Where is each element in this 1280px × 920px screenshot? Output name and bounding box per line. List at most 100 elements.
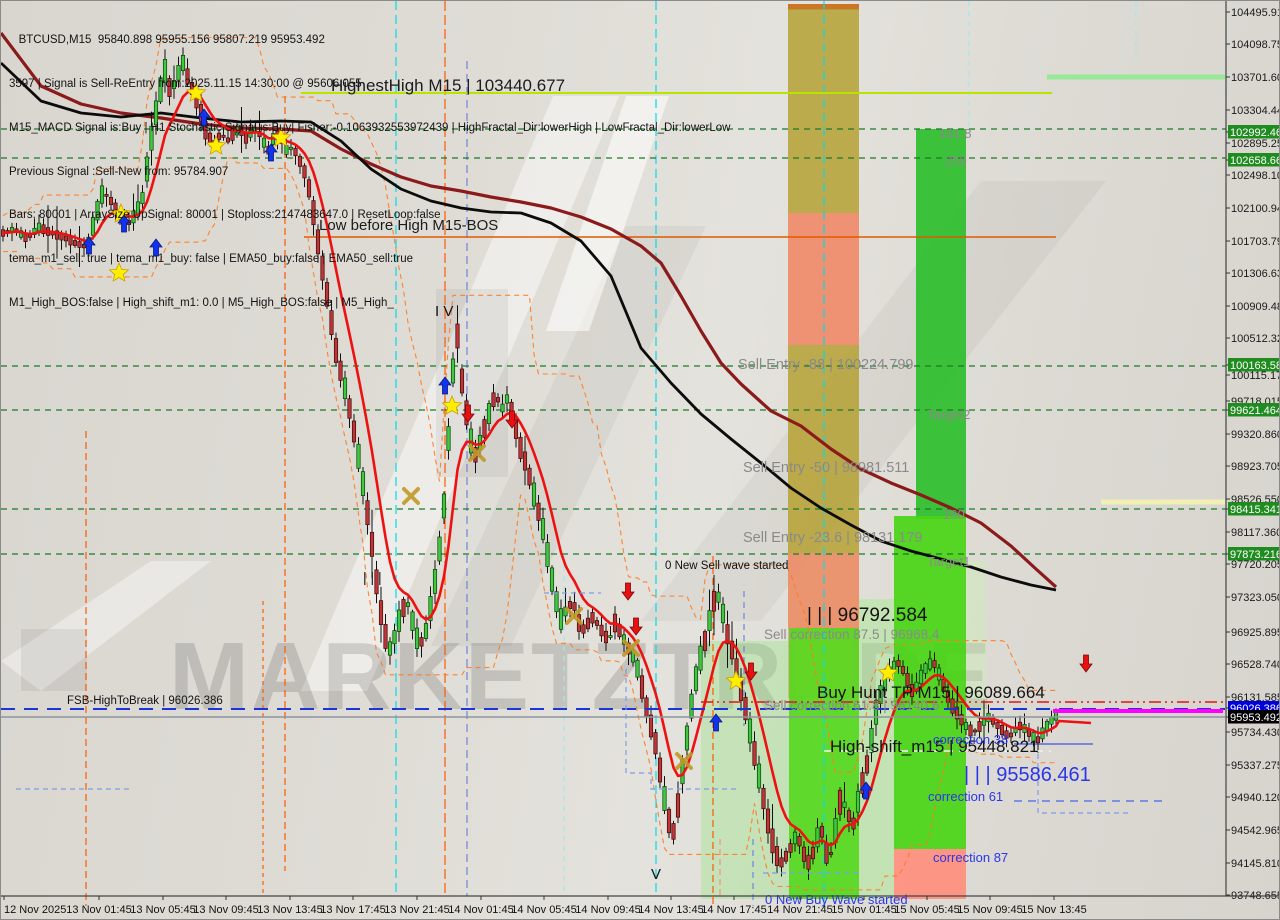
buy-arrow-icon	[859, 781, 873, 800]
price-axis-label: 102498.100	[1231, 170, 1280, 182]
x-mark-icon	[565, 607, 583, 625]
price-badge-label: 97873.216	[1230, 549, 1280, 561]
price-badge	[1228, 710, 1279, 724]
price-axis-label: 97323.050	[1231, 592, 1280, 604]
price-badge-label: 100163.589	[1230, 360, 1280, 372]
signal-star-icon	[725, 669, 747, 690]
price-badge	[1228, 403, 1279, 417]
chart-annotation: 250	[945, 153, 967, 168]
buy-arrow-icon	[197, 108, 211, 127]
price-badge-label: 98415.341	[1230, 504, 1280, 516]
green-wash-mid	[859, 599, 894, 899]
price-axis-label: 101703.790	[1231, 236, 1280, 248]
chart-annotation: 161.8	[939, 126, 972, 141]
green-box-upper	[916, 129, 966, 519]
time-axis-label: 15 Nov 05:45	[894, 904, 959, 916]
buy-arrow-icon	[149, 238, 163, 257]
price-badge	[1228, 502, 1279, 516]
buy-arrow-icon	[438, 376, 452, 395]
chart-annotation: Sell correction 61.8 | 96140.6	[764, 698, 939, 713]
time-axis-label: 13 Nov 13:45	[257, 904, 322, 916]
chart-annotation: Sell correction 87.5 | 96968.4	[764, 627, 940, 642]
price-badge	[1228, 153, 1279, 167]
price-axis-label: 100512.325	[1231, 333, 1280, 345]
time-axis-label: 14 Nov 09:45	[575, 904, 640, 916]
time-axis-label: 14 Nov 05:45	[511, 904, 576, 916]
price-axis-label: 98117.360	[1231, 527, 1280, 539]
sell-arrow-icon	[629, 617, 643, 636]
annotations-layer: HighestHigh M15 | 103440.677 Low before H…	[67, 76, 1091, 907]
zones-layer	[21, 4, 986, 899]
time-axis-label: 14 Nov 13:45	[638, 904, 703, 916]
x-mark-icon	[622, 639, 640, 657]
price-axis-label: 102100.945	[1231, 203, 1280, 215]
time-axis-label: 14 Nov 21:45	[767, 904, 832, 916]
fractal-envelopes	[2, 36, 1056, 891]
price-badge	[1228, 358, 1279, 372]
time-axis-label: 13 Nov 09:45	[193, 904, 258, 916]
price-badge-label: 99621.464	[1230, 405, 1280, 417]
chart-annotation: correction 61	[928, 789, 1003, 804]
watermark: MARKETZTRADE	[1, 96, 1106, 730]
price-axis-label: 98923.705	[1231, 461, 1280, 473]
signal-star-icon	[185, 81, 207, 102]
chart-annotation: High-shift_m15 | 95448.821	[830, 737, 1039, 756]
chart-annotation: correction 38	[933, 732, 1008, 747]
price-axis-label: 94145.810	[1231, 858, 1280, 870]
time-axis-label: 12 Nov 2025	[4, 904, 66, 916]
chart-annotation: HighestHigh M15 | 103440.677	[331, 76, 565, 95]
buy-arrow-icon	[709, 713, 723, 732]
time-axis-label: 13 Nov 21:45	[384, 904, 449, 916]
chart-annotation: | | | 95586.461	[964, 764, 1091, 786]
time-axis-label: 13 Nov 05:45	[130, 904, 195, 916]
chart-annotation: Target1	[927, 554, 970, 569]
chart-annotation: Low before High M15-BOS	[319, 217, 498, 234]
buy-arrow-icon	[117, 214, 131, 233]
price-badge-label: 95953.492	[1230, 712, 1280, 724]
price-axis-label: 99320.860	[1231, 429, 1280, 441]
price-axis-label: 104098.755	[1231, 39, 1280, 51]
gray-box-left	[21, 629, 87, 691]
time-axis-label: 15 Nov 09:45	[957, 904, 1022, 916]
time-axis-label: 15 Nov 13:45	[1021, 904, 1086, 916]
ma-fast	[2, 90, 1092, 847]
chart-annotation: correction 87	[933, 850, 1008, 865]
price-axis-label: 96528.740	[1231, 659, 1280, 671]
green-wash-right	[966, 561, 986, 741]
signal-star-icon	[205, 134, 227, 155]
time-axis-label: 14 Nov 01:45	[448, 904, 513, 916]
chart-annotation: Sell Entry -88 | 100224.799	[738, 357, 913, 373]
markers-layer	[82, 81, 1093, 800]
price-axis-label: 103701.600	[1231, 72, 1280, 84]
time-axis-label: 14 Nov 17:45	[701, 904, 766, 916]
price-axis-label: 100909.480	[1231, 301, 1280, 313]
ma-black-line	[1, 61, 1057, 592]
ma-fast-line	[2, 90, 1092, 847]
chart-annotation: FSB-HighToBreak | 96026.386	[67, 695, 223, 707]
signal-star-icon	[108, 261, 130, 282]
green-wash-left	[701, 641, 789, 899]
sell-arrow-icon	[461, 404, 475, 423]
price-axis-label: 103304.445	[1231, 105, 1280, 117]
time-axis-label: 13 Nov 01:45	[66, 904, 131, 916]
signal-star-icon	[441, 394, 463, 415]
buy-arrow-icon	[82, 236, 96, 255]
price-badge	[1228, 125, 1279, 139]
time-axis-label: 13 Nov 17:45	[320, 904, 385, 916]
chart-annotation: Buy Hunt TP M15 | 96089.664	[817, 683, 1045, 702]
price-badge-label: 102658.661	[1230, 155, 1280, 167]
price-axis-label: 94940.120	[1231, 792, 1280, 804]
signal-star-icon	[877, 661, 899, 682]
chart-annotation: Sell Entry -50 | 98981.511	[743, 460, 909, 476]
x-mark-icon	[402, 487, 420, 505]
price-axis-label: 101306.635	[1231, 268, 1280, 280]
price-axis[interactable]: 104495.910 104098.755 103701.600 103304.445…	[1225, 1, 1280, 902]
salmon-box	[894, 849, 966, 899]
signal-star-icon	[270, 126, 292, 147]
chart-annotation: | | | 96792.584	[807, 605, 928, 626]
price-axis-label: 94542.965	[1231, 825, 1280, 837]
chart-annotation: Sell Entry -23.6 | 98131.179	[743, 530, 923, 546]
